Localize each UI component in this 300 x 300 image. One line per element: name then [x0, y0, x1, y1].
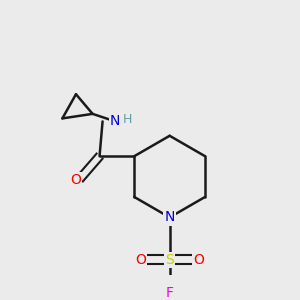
Text: S: S — [165, 253, 174, 267]
Text: O: O — [70, 173, 81, 188]
Text: H: H — [123, 113, 132, 126]
Text: O: O — [135, 253, 146, 267]
Text: O: O — [194, 253, 204, 267]
Text: N: N — [110, 114, 121, 128]
Text: F: F — [166, 286, 174, 300]
Text: N: N — [164, 210, 175, 224]
